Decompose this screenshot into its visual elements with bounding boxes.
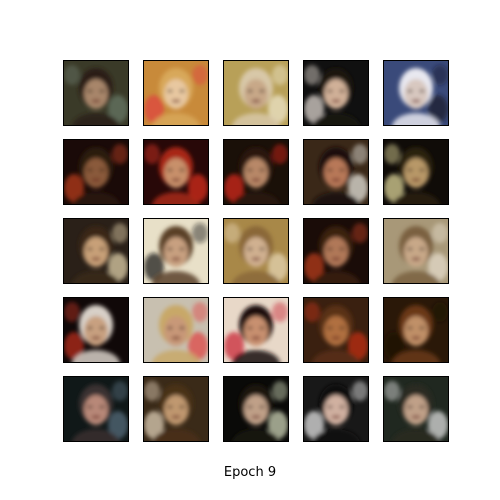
generated-face-image (64, 61, 128, 125)
sample-image (383, 376, 449, 442)
sample-image (143, 60, 209, 126)
generated-face-image (64, 298, 128, 362)
sample-image (303, 60, 369, 126)
sample-image (303, 376, 369, 442)
sample-image (143, 218, 209, 284)
generated-face-image (304, 140, 368, 204)
sample-image (223, 297, 289, 363)
sample-image (63, 218, 129, 284)
generated-face-image (384, 140, 448, 204)
generated-face-image (384, 219, 448, 283)
generated-face-image (144, 377, 208, 441)
generated-face-image (384, 298, 448, 362)
sample-image (223, 60, 289, 126)
sample-image (223, 376, 289, 442)
sample-image (223, 139, 289, 205)
sample-image (303, 297, 369, 363)
generated-face-image (144, 140, 208, 204)
sample-image (143, 139, 209, 205)
sample-image (383, 139, 449, 205)
sample-image (383, 297, 449, 363)
sample-image (303, 218, 369, 284)
generated-face-image (64, 140, 128, 204)
sample-image (143, 297, 209, 363)
generated-face-image (64, 219, 128, 283)
sample-image (303, 139, 369, 205)
sample-image (223, 218, 289, 284)
generated-face-image (224, 61, 288, 125)
generated-face-image (384, 61, 448, 125)
generated-face-image (304, 61, 368, 125)
generated-face-image (304, 298, 368, 362)
generated-face-image (144, 61, 208, 125)
sample-image (63, 139, 129, 205)
generated-face-image (304, 377, 368, 441)
sample-image (63, 297, 129, 363)
generated-face-image (304, 219, 368, 283)
generated-face-image (144, 298, 208, 362)
generated-face-image (224, 298, 288, 362)
generated-face-image (224, 140, 288, 204)
generated-face-image (384, 377, 448, 441)
generated-face-image (64, 377, 128, 441)
sample-image (383, 218, 449, 284)
sample-image (63, 376, 129, 442)
sample-grid (63, 60, 450, 446)
sample-image (63, 60, 129, 126)
generated-face-image (224, 219, 288, 283)
generated-face-image (224, 377, 288, 441)
sample-image (143, 376, 209, 442)
figure-caption: Epoch 9 (223, 465, 277, 480)
generated-face-image (144, 219, 208, 283)
sample-image (383, 60, 449, 126)
